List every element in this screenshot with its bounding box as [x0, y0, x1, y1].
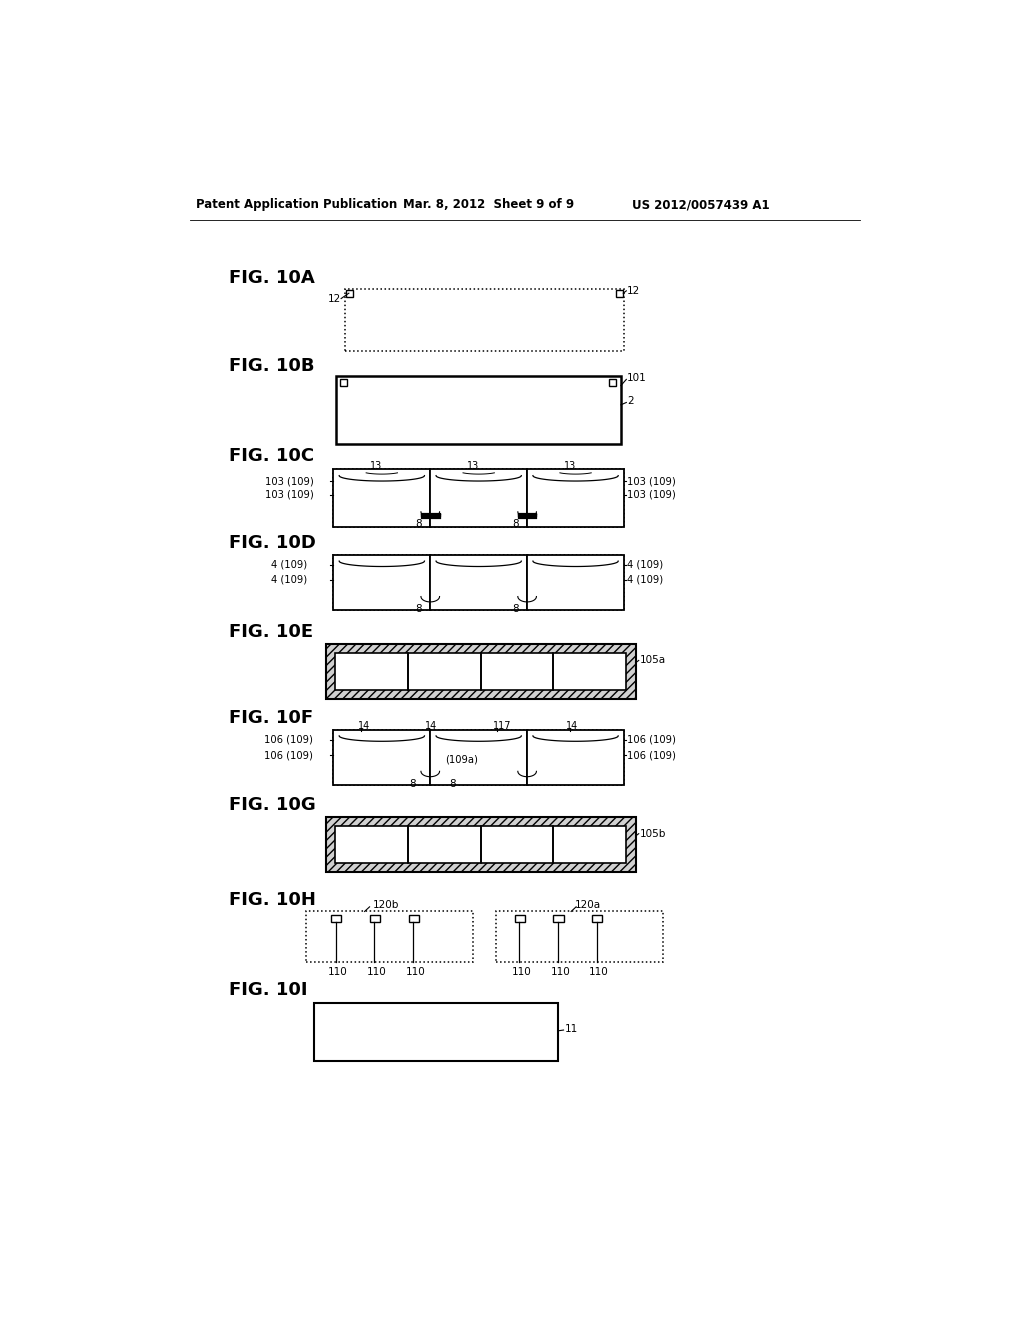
Bar [346, 290, 352, 297]
Bar [340, 379, 347, 387]
Text: FIG. 10F: FIG. 10F [228, 709, 313, 727]
Text: 110: 110 [328, 968, 348, 977]
Text: 106 (109): 106 (109) [263, 750, 312, 760]
Bar [335, 826, 408, 863]
Text: FIG. 10G: FIG. 10G [228, 796, 315, 814]
Text: 117: 117 [494, 721, 512, 731]
Bar [430, 470, 527, 527]
Text: 12: 12 [627, 286, 640, 296]
Text: 105a: 105a [640, 656, 666, 665]
Bar [480, 653, 554, 689]
Bar [609, 379, 616, 387]
Text: FIG. 10C: FIG. 10C [228, 447, 314, 466]
Bar [527, 730, 624, 785]
Bar [554, 826, 627, 863]
Text: 106 (109): 106 (109) [627, 750, 676, 760]
Text: US 2012/0057439 A1: US 2012/0057439 A1 [632, 198, 769, 211]
Text: Mar. 8, 2012  Sheet 9 of 9: Mar. 8, 2012 Sheet 9 of 9 [403, 198, 574, 211]
Bar [408, 826, 480, 863]
Text: 103 (109): 103 (109) [265, 490, 314, 500]
Bar [335, 653, 627, 689]
Bar [430, 730, 527, 785]
Text: 14: 14 [566, 721, 579, 731]
Text: 4 (109): 4 (109) [271, 560, 307, 570]
Bar [496, 911, 663, 961]
Text: 110: 110 [512, 968, 531, 977]
Bar [515, 915, 525, 923]
Text: 103 (109): 103 (109) [627, 490, 676, 500]
Text: (109a): (109a) [444, 754, 477, 764]
Text: 103 (109): 103 (109) [627, 477, 676, 486]
Text: 110: 110 [367, 968, 386, 977]
Bar [334, 554, 430, 610]
Text: 120b: 120b [373, 900, 399, 911]
Text: 13: 13 [564, 462, 577, 471]
Bar [335, 653, 408, 689]
Text: FIG. 10H: FIG. 10H [228, 891, 315, 909]
Text: 101: 101 [627, 372, 647, 383]
Bar [527, 470, 624, 527]
Text: 106 (109): 106 (109) [263, 735, 312, 744]
Bar [554, 653, 627, 689]
Text: 105b: 105b [640, 829, 666, 838]
Text: 14: 14 [357, 721, 370, 731]
Bar [527, 554, 624, 610]
Text: 8: 8 [416, 603, 422, 614]
Bar [336, 376, 621, 444]
Bar [331, 915, 341, 923]
Bar [326, 644, 636, 700]
Text: 110: 110 [406, 968, 425, 977]
Bar [314, 1003, 558, 1061]
Bar [408, 653, 480, 689]
Text: FIG. 10B: FIG. 10B [228, 358, 314, 375]
Bar [335, 826, 627, 863]
Text: 14: 14 [425, 721, 437, 731]
Bar [554, 915, 563, 923]
Text: 110: 110 [550, 968, 570, 977]
Text: 13: 13 [371, 462, 382, 471]
Text: 2: 2 [627, 396, 634, 407]
Text: 4 (109): 4 (109) [271, 574, 307, 585]
Text: 8: 8 [513, 519, 519, 529]
Text: FIG. 10E: FIG. 10E [228, 623, 313, 642]
Bar [370, 915, 380, 923]
Text: FIG. 10A: FIG. 10A [228, 269, 314, 286]
Text: 8: 8 [416, 519, 422, 529]
Text: 12: 12 [328, 293, 341, 304]
Text: 120a: 120a [574, 900, 600, 911]
Text: 8: 8 [409, 779, 416, 788]
Bar [616, 290, 624, 297]
Bar [480, 826, 554, 863]
Bar [430, 554, 527, 610]
Bar [592, 915, 602, 923]
Text: Patent Application Publication: Patent Application Publication [197, 198, 397, 211]
Bar [334, 730, 624, 785]
Bar [334, 730, 430, 785]
Text: FIG. 10I: FIG. 10I [228, 981, 307, 999]
Bar [345, 289, 624, 351]
Text: 4 (109): 4 (109) [627, 574, 664, 585]
Bar [334, 470, 624, 527]
Text: 4 (109): 4 (109) [627, 560, 664, 570]
Bar [334, 554, 624, 610]
Bar [306, 911, 473, 961]
Text: 106 (109): 106 (109) [627, 735, 676, 744]
Text: 13: 13 [467, 462, 479, 471]
Text: 11: 11 [564, 1023, 578, 1034]
Text: 103 (109): 103 (109) [265, 477, 314, 486]
Text: 8: 8 [450, 779, 457, 788]
Text: 8: 8 [513, 603, 519, 614]
Text: 110: 110 [589, 968, 609, 977]
Bar [334, 470, 430, 527]
Bar [326, 817, 636, 873]
Text: FIG. 10D: FIG. 10D [228, 535, 315, 552]
Bar [409, 915, 419, 923]
